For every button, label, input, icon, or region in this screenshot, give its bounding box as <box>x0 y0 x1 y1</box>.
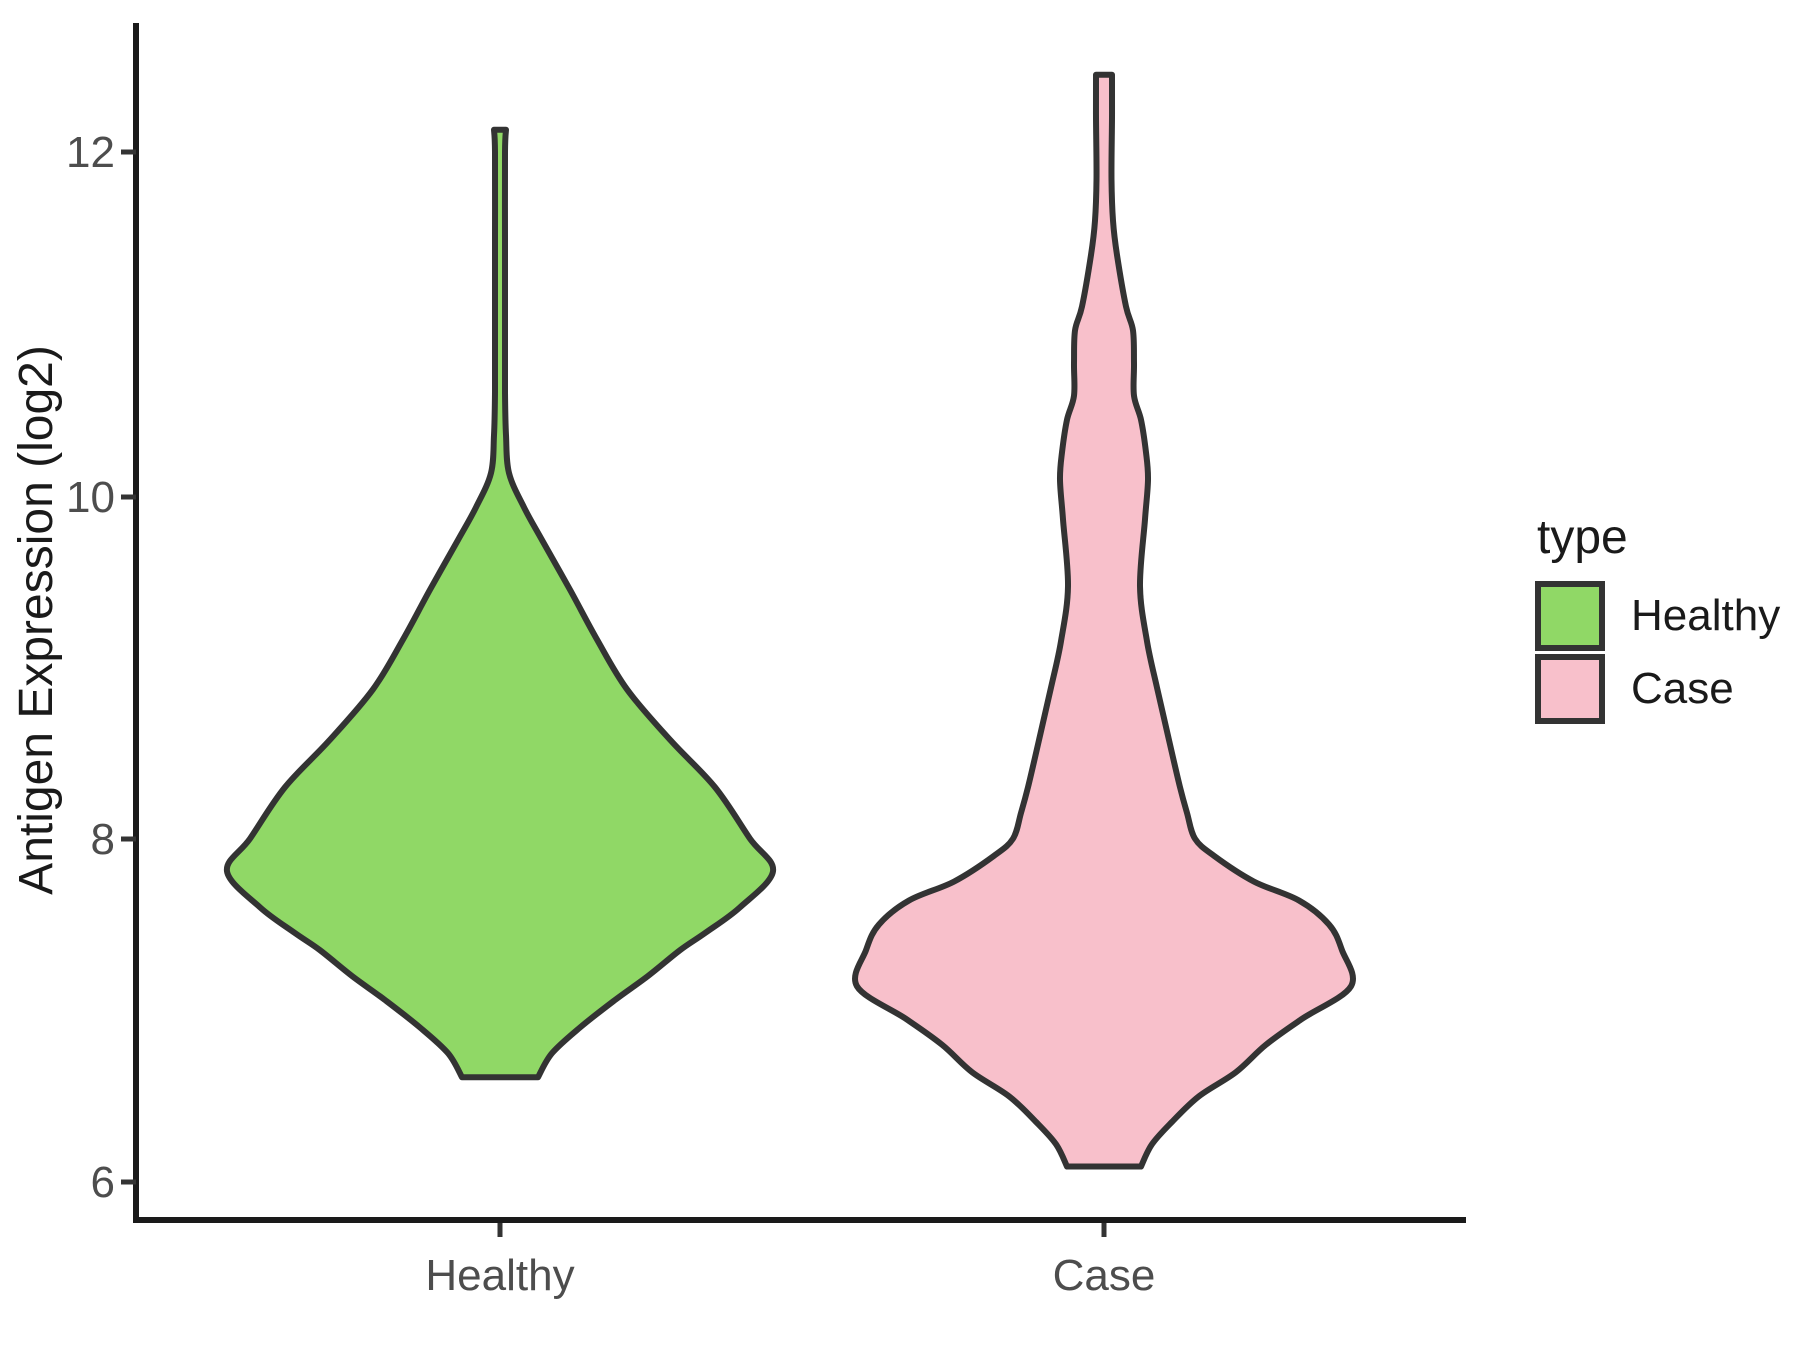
axis-lines <box>133 23 1466 1223</box>
violin-case <box>852 71 1356 1170</box>
y-tick-label-6: 6 <box>91 1158 115 1207</box>
y-axis-title: Antigen Expression (log2) <box>10 345 63 895</box>
legend-swatch-healthy <box>1535 581 1605 651</box>
legend-entry-healthy: Healthy <box>1535 581 1780 651</box>
legend: type Healthy Case <box>1535 510 1780 727</box>
y-tick-label-8: 8 <box>91 815 115 864</box>
x-tick-label-case: Case <box>1053 1251 1156 1300</box>
violin-healthy <box>223 126 777 1081</box>
x-tick-label-healthy: Healthy <box>425 1251 574 1300</box>
y-tick-label-12: 12 <box>66 128 115 177</box>
legend-label-case: Case <box>1631 664 1734 713</box>
legend-title: type <box>1537 511 1628 564</box>
legend-entry-case: Case <box>1535 654 1780 724</box>
legend-swatch-case <box>1535 654 1605 724</box>
y-tick-label-10: 10 <box>66 473 115 522</box>
legend-label-healthy: Healthy <box>1631 591 1781 640</box>
